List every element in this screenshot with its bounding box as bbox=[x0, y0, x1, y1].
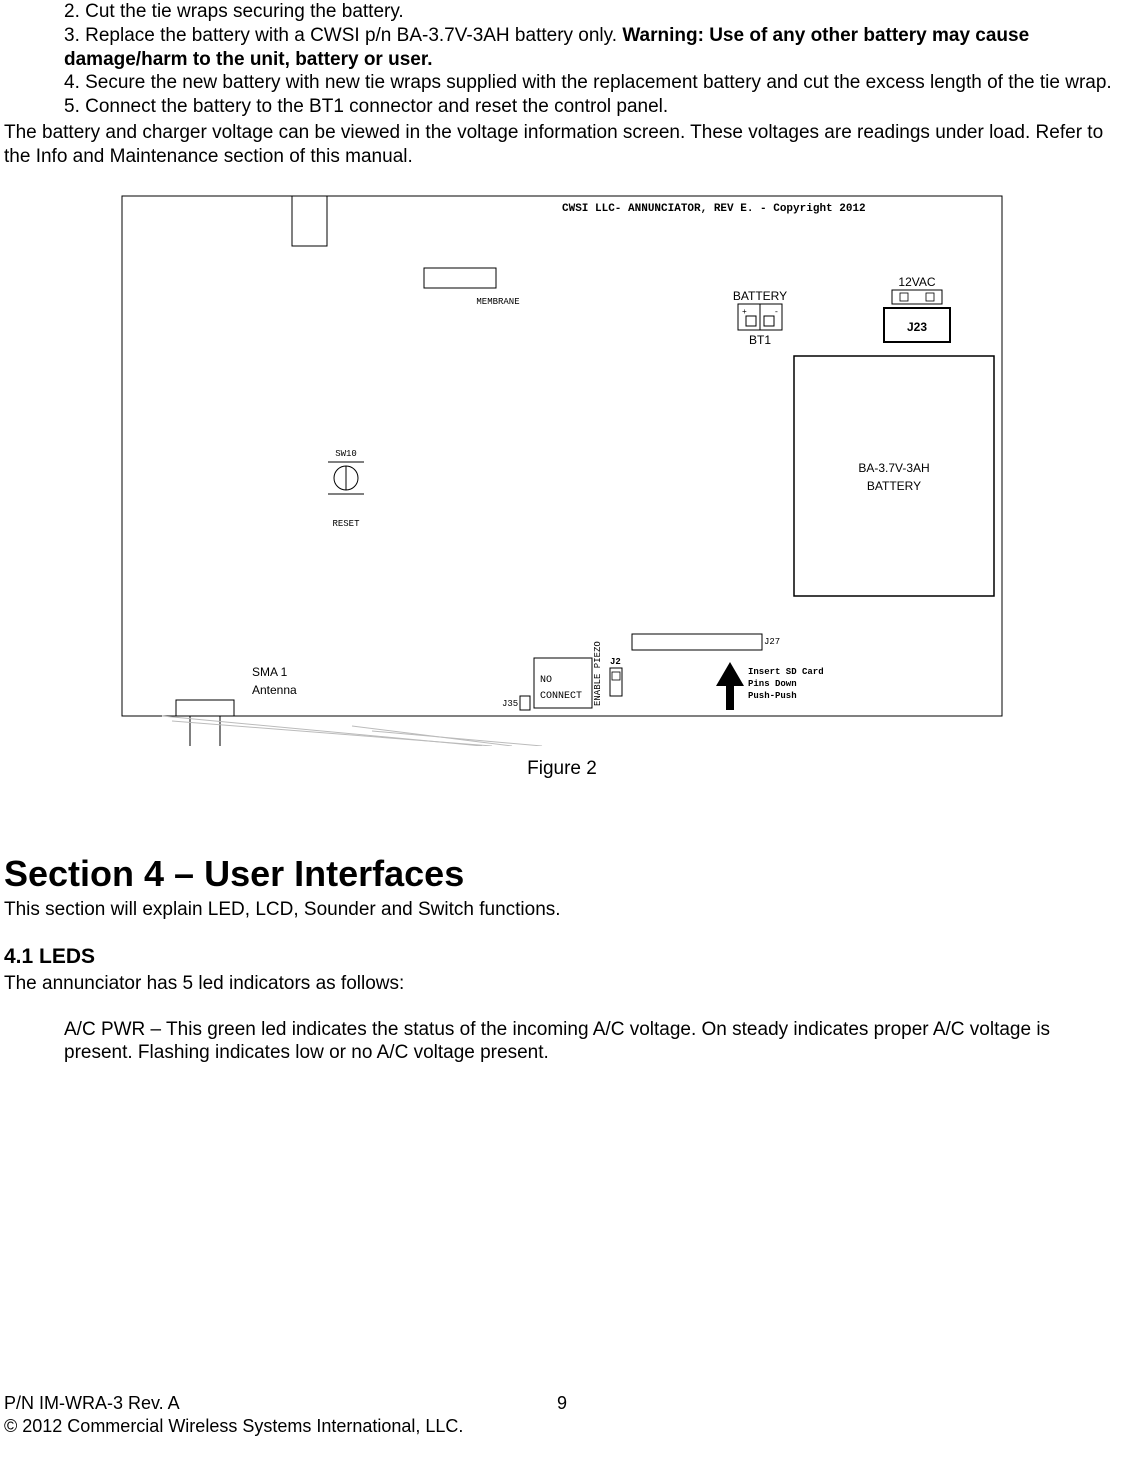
bt1-label: BT1 bbox=[749, 333, 771, 347]
battery-box-line1: BA-3.7V-3AH bbox=[858, 461, 929, 475]
step-3: 3. Replace the battery with a CWSI p/n B… bbox=[64, 24, 1120, 72]
battery-conn-label: BATTERY bbox=[733, 289, 787, 303]
sw10-label: SW10 bbox=[335, 449, 357, 459]
acpwr-desc: A/C PWR – This green led indicates the s… bbox=[64, 1018, 1120, 1066]
figure-2-container: CWSI LLC- ANNUNCIATOR, REV E. - Copyrigh… bbox=[4, 186, 1120, 781]
sd-line3: Push-Push bbox=[748, 691, 797, 701]
svg-text:-: - bbox=[774, 308, 779, 317]
enable-piezo-label: ENABLE PIEZO bbox=[593, 641, 603, 706]
j23-label: J23 bbox=[907, 320, 927, 334]
j2-label: J2 bbox=[610, 657, 621, 667]
page-number: 9 bbox=[4, 1392, 1120, 1415]
step-2: 2. Cut the tie wraps securing the batter… bbox=[64, 0, 1120, 24]
connect-label: CONNECT bbox=[540, 691, 582, 702]
reset-label: RESET bbox=[332, 519, 360, 529]
sd-line1: Insert SD Card bbox=[748, 667, 824, 677]
antenna-label: Antenna bbox=[252, 683, 297, 697]
no-label: NO bbox=[540, 675, 552, 686]
figure-title: CWSI LLC- ANNUNCIATOR, REV E. - Copyrigh… bbox=[562, 203, 866, 215]
figure-2-diagram: CWSI LLC- ANNUNCIATOR, REV E. - Copyrigh… bbox=[112, 186, 1012, 746]
section-4-title: Section 4 – User Interfaces bbox=[4, 851, 1120, 896]
j35-label: J35 bbox=[502, 699, 518, 709]
leds-title: 4.1 LEDS bbox=[4, 944, 1120, 970]
page-footer: 9 P/N IM-WRA-3 Rev. A © 2012 Commercial … bbox=[4, 1392, 1120, 1437]
step-5: 5. Connect the battery to the BT1 connec… bbox=[64, 95, 1120, 119]
figure-2-caption: Figure 2 bbox=[4, 757, 1120, 781]
battery-box-line2: BATTERY bbox=[867, 479, 921, 493]
document-page: 2. Cut the tie wraps securing the batter… bbox=[0, 0, 1124, 1467]
footer-copyright: © 2012 Commercial Wireless Systems Inter… bbox=[4, 1415, 463, 1438]
step-3-text: 3. Replace the battery with a CWSI p/n B… bbox=[64, 25, 622, 46]
membrane-label: MEMBRANE bbox=[476, 297, 519, 307]
voltage-paragraph: The battery and charger voltage can be v… bbox=[4, 121, 1120, 169]
j27-label: J27 bbox=[764, 637, 780, 647]
twelve-vac-label: 12VAC bbox=[898, 275, 935, 289]
leds-intro: The annunciator has 5 led indicators as … bbox=[4, 972, 1120, 996]
sd-line2: Pins Down bbox=[748, 679, 797, 689]
step-4: 4. Secure the new battery with new tie w… bbox=[64, 71, 1120, 95]
sma1-label: SMA 1 bbox=[252, 665, 288, 679]
section-4-intro: This section will explain LED, LCD, Soun… bbox=[4, 898, 1120, 922]
